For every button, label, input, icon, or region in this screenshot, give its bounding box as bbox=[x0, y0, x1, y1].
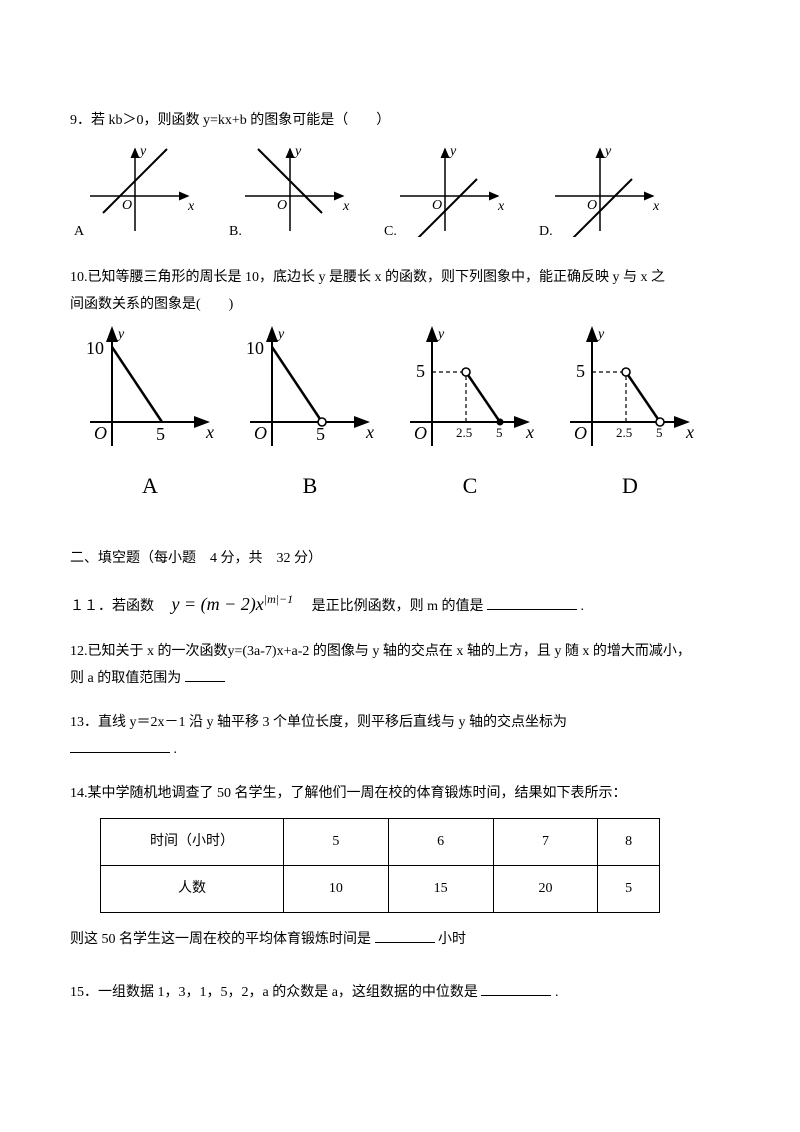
q9-label: A bbox=[74, 219, 84, 246]
q9-graph: y x O bbox=[235, 141, 355, 237]
svg-text:O: O bbox=[414, 423, 427, 443]
q9-text: 9．若 kb＞0，则函数 y=kx+b 的图象可能是（ ） bbox=[70, 108, 730, 135]
svg-text:x: x bbox=[497, 199, 505, 214]
svg-text:10: 10 bbox=[86, 338, 104, 358]
q12-line2: 则 a 的取值范围为 bbox=[70, 671, 181, 686]
question-11: １１．若函数 y = (m − 2)x|m|−1 是正比例函数，则 m 的值是 … bbox=[70, 587, 730, 621]
section-2-title: 二、填空题（每小题 4 分，共 32 分） bbox=[70, 547, 730, 567]
q14-conclusion-post: 小时 bbox=[438, 932, 466, 947]
q9-option-3: y x O D. bbox=[535, 141, 690, 248]
svg-text:2.5: 2.5 bbox=[456, 425, 472, 440]
question-10: 10.已知等腰三角形的周长是 10，底边长 y 是腰长 x 的函数，则下列图象中… bbox=[70, 265, 730, 507]
q10-option-1: y x O 10 5 B bbox=[230, 322, 390, 506]
q10-label: A bbox=[70, 465, 230, 507]
q14-conclusion-pre: 则这 50 名学生这一周在校的平均体育锻炼时间是 bbox=[70, 932, 371, 947]
q15-text: 15．一组数据 1，3，1，5，2，a 的众数是 a，这组数据的中位数是 bbox=[70, 985, 478, 1000]
svg-text:x: x bbox=[685, 422, 694, 442]
q9-graphs: y x O A y x O B. y bbox=[70, 141, 730, 248]
q9-option-1: y x O B. bbox=[225, 141, 380, 248]
svg-text:x: x bbox=[365, 422, 374, 442]
svg-text:O: O bbox=[94, 423, 107, 443]
svg-text:5: 5 bbox=[496, 425, 503, 440]
q10-text-1: 10.已知等腰三角形的周长是 10，底边长 y 是腰长 x 的函数，则下列图象中… bbox=[70, 265, 730, 292]
svg-text:x: x bbox=[205, 422, 214, 442]
q10-graph: y x O 5 2.5 5 bbox=[400, 322, 540, 452]
q10-label: B bbox=[230, 465, 390, 507]
q10-text-2: 间函数关系的图象是( ) bbox=[70, 292, 730, 319]
svg-text:x: x bbox=[187, 199, 195, 214]
svg-text:y: y bbox=[596, 327, 605, 342]
q13-blank bbox=[70, 738, 170, 753]
table-row: 时间（小时） 5 6 7 8 bbox=[101, 818, 660, 865]
svg-text:10: 10 bbox=[246, 338, 264, 358]
q14-intro: 14.某中学随机地调查了 50 名学生，了解他们一周在校的体育锻炼时间，结果如下… bbox=[70, 781, 730, 808]
svg-text:x: x bbox=[342, 199, 350, 214]
q10-label: C bbox=[390, 465, 550, 507]
svg-text:5: 5 bbox=[316, 424, 325, 444]
svg-text:O: O bbox=[277, 198, 287, 213]
q9-graph: y x O bbox=[80, 141, 200, 237]
question-9: 9．若 kb＞0，则函数 y=kx+b 的图象可能是（ ） y x O A y bbox=[70, 108, 730, 247]
q11-formula: y = (m − 2)x|m|−1 bbox=[172, 594, 298, 614]
q9-graph: y x O bbox=[390, 141, 510, 237]
q9-label: C. bbox=[384, 219, 397, 246]
q10-graph: y x O 5 2.5 5 bbox=[560, 322, 700, 452]
q9-label: D. bbox=[539, 219, 553, 246]
question-15: 15．一组数据 1，3，1，5，2，a 的众数是 a，这组数据的中位数是 . bbox=[70, 980, 730, 1007]
q9-option-0: y x O A bbox=[70, 141, 225, 248]
q15-blank bbox=[481, 981, 551, 996]
q10-graph: y x O 10 5 bbox=[80, 322, 220, 452]
q11-blank bbox=[487, 595, 577, 610]
q14-table: 时间（小时） 5 6 7 8 人数 10 15 20 5 bbox=[100, 818, 660, 913]
table-row: 人数 10 15 20 5 bbox=[101, 865, 660, 912]
svg-text:2.5: 2.5 bbox=[616, 425, 632, 440]
svg-text:5: 5 bbox=[656, 425, 663, 440]
svg-text:y: y bbox=[603, 144, 612, 159]
svg-text:y: y bbox=[116, 327, 125, 342]
svg-text:5: 5 bbox=[416, 361, 425, 381]
svg-text:O: O bbox=[122, 198, 132, 213]
q9-option-2: y x O C. bbox=[380, 141, 535, 248]
q10-label: D bbox=[550, 465, 710, 507]
q10-option-0: y x O 10 5 A bbox=[70, 322, 230, 506]
question-14: 14.某中学随机地调查了 50 名学生，了解他们一周在校的体育锻炼时间，结果如下… bbox=[70, 781, 730, 953]
q12-line1: 12.已知关于 x 的一次函数y=(3a-7)x+a-2 的图像与 y 轴的交点… bbox=[70, 639, 730, 666]
q10-option-3: y x O 5 2.5 5 D bbox=[550, 322, 710, 506]
svg-text:x: x bbox=[525, 422, 534, 442]
q10-graphs: y x O 10 5 A y x O 10 5 B y x O 5 2.5 5 C bbox=[70, 322, 730, 506]
svg-text:O: O bbox=[587, 198, 597, 213]
svg-text:y: y bbox=[293, 144, 302, 159]
svg-text:5: 5 bbox=[576, 361, 585, 381]
svg-text:5: 5 bbox=[156, 424, 165, 444]
svg-text:O: O bbox=[574, 423, 587, 443]
question-12: 12.已知关于 x 的一次函数y=(3a-7)x+a-2 的图像与 y 轴的交点… bbox=[70, 639, 730, 692]
svg-text:y: y bbox=[276, 327, 285, 342]
q14-blank bbox=[375, 928, 435, 943]
svg-text:x: x bbox=[652, 199, 660, 214]
svg-text:y: y bbox=[138, 144, 147, 159]
q11-suffix: 是正比例函数，则 m 的值是 bbox=[298, 599, 484, 614]
q11-prefix: １１．若函数 bbox=[70, 599, 168, 614]
svg-text:y: y bbox=[436, 327, 445, 342]
question-13: 13．直线 y＝2x－1 沿 y 轴平移 3 个单位长度，则平移后直线与 y 轴… bbox=[70, 710, 730, 763]
q10-graph: y x O 10 5 bbox=[240, 322, 380, 452]
q9-label: B. bbox=[229, 219, 242, 246]
q10-option-2: y x O 5 2.5 5 C bbox=[390, 322, 550, 506]
q12-blank bbox=[185, 667, 225, 682]
q9-graph: y x O bbox=[545, 141, 665, 237]
svg-text:y: y bbox=[448, 144, 457, 159]
q13-line1: 13．直线 y＝2x－1 沿 y 轴平移 3 个单位长度，则平移后直线与 y 轴… bbox=[70, 710, 730, 737]
svg-text:O: O bbox=[432, 198, 442, 213]
svg-text:O: O bbox=[254, 423, 267, 443]
